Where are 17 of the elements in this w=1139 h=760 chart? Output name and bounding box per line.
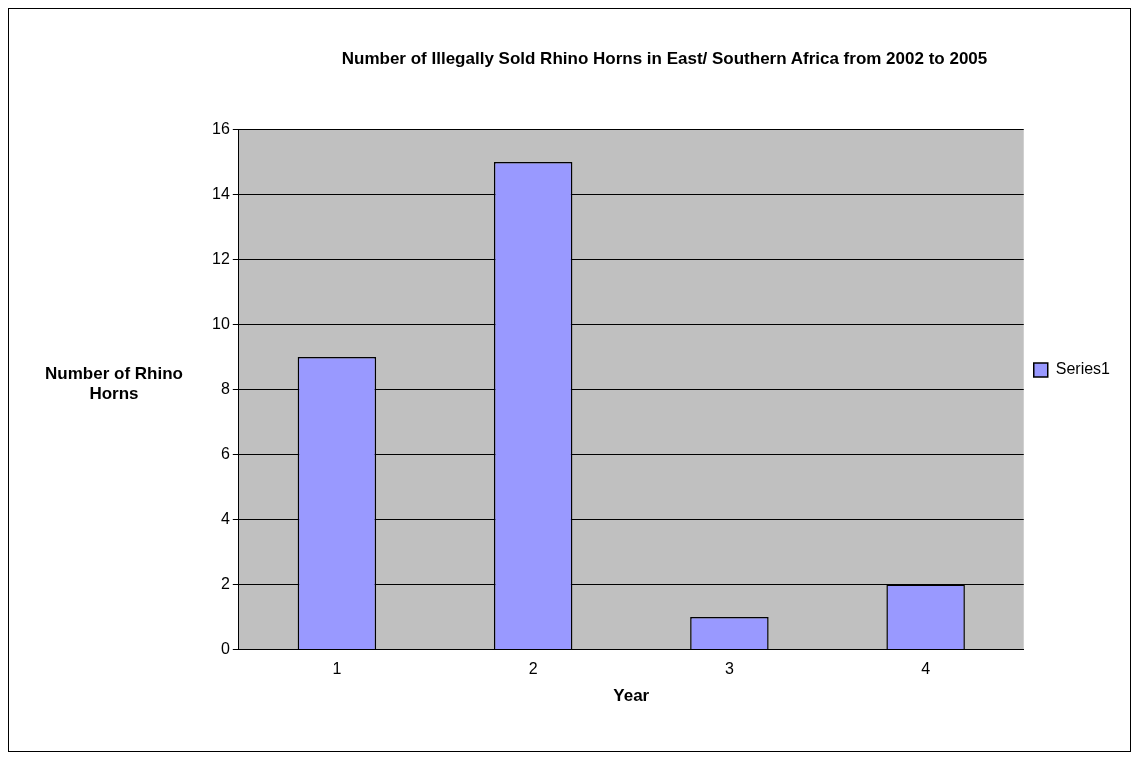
x-tick-label: 3 [724,660,734,678]
x-tick-label: 2 [528,660,538,678]
y-tick-label: 16 [212,119,230,137]
chart-title: Number of Illegally Sold Rhino Horns in East/ Southern Africa from 2002 to 2005 [341,48,988,68]
y-tick-label: 4 [220,509,230,527]
y-tick-label: 0 [220,639,230,657]
y-tick-label: 12 [212,249,230,267]
x-axis-title: Year [613,686,650,706]
y-tick-label: 10 [212,314,230,332]
x-tick-label: 4 [921,660,931,678]
y-tick-label: 6 [220,444,230,462]
legend-label: Series1 [1055,360,1111,378]
y-tick-label: 14 [212,184,230,202]
y-tick-label: 2 [220,574,230,592]
y-tick-label: 8 [220,379,230,397]
x-tick-label: 1 [332,660,342,678]
y-axis-title: Number of Rhino Horns [44,364,184,404]
